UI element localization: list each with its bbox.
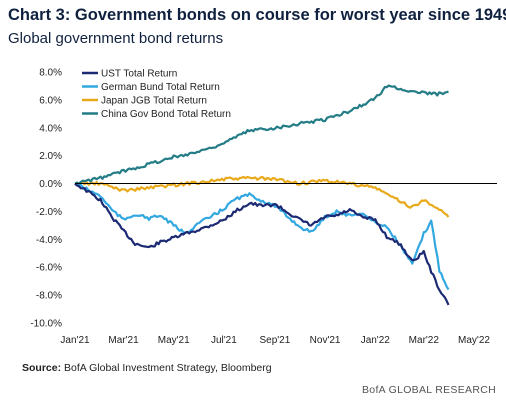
x-axis: Jan'21 Mar'21 May'21 Jul'21 Sep'21 Nov'21 Jan'… <box>60 335 490 346</box>
x-tick-label: May'22 <box>458 335 490 346</box>
y-tick-label: -10.0% <box>30 319 62 330</box>
legend-label: German Bund Total Return <box>101 82 220 93</box>
x-tick-label: May'21 <box>158 335 190 346</box>
footer-brand: BofA GLOBAL RESEARCH <box>362 384 496 396</box>
y-tick-label: 6.0% <box>39 95 62 106</box>
x-tick-label: Sep'21 <box>259 335 290 346</box>
legend-label: Japan JGB Total Return <box>101 96 207 107</box>
legend-label: China Gov Bond Total Return <box>101 109 231 120</box>
x-tick-label: Mar'22 <box>409 335 440 346</box>
source-text: BofA Global Investment Strategy, Bloombe… <box>64 362 272 374</box>
x-tick-label: Mar'21 <box>108 335 139 346</box>
series-line-1 <box>74 182 450 291</box>
x-tick-label: Jan'22 <box>361 335 391 346</box>
chart-title: Chart 3: Government bonds on course for … <box>8 6 506 24</box>
series-line-0 <box>74 182 450 306</box>
y-tick-label: 0.0% <box>39 179 62 190</box>
x-tick-label: Jan'21 <box>60 335 90 346</box>
series-line-2 <box>74 175 450 218</box>
y-tick-label: -4.0% <box>36 235 62 246</box>
legend: UST Total Return German Bund Total Return… <box>82 69 231 120</box>
y-tick-label: -2.0% <box>36 207 62 218</box>
y-tick-label: -6.0% <box>36 263 62 274</box>
series-line-3 <box>74 84 449 185</box>
source-label: Source: <box>22 362 62 374</box>
x-tick-label: Jul'21 <box>211 335 237 346</box>
y-tick-label: 2.0% <box>39 151 62 162</box>
y-axis: 8.0% 6.0% 4.0% 2.0% 0.0% -2.0% -4.0% -6.0% -8.0%… <box>30 68 62 330</box>
x-tick-label: Nov'21 <box>310 335 341 346</box>
series-lines <box>74 84 450 306</box>
y-tick-label: -8.0% <box>36 291 62 302</box>
y-tick-label: 8.0% <box>39 68 62 79</box>
source-note: Source: BofA Global Investment Strategy,… <box>22 362 272 374</box>
chart-subtitle: Global government bond returns <box>8 30 224 47</box>
legend-label: UST Total Return <box>101 69 177 80</box>
y-tick-label: 4.0% <box>39 123 62 134</box>
